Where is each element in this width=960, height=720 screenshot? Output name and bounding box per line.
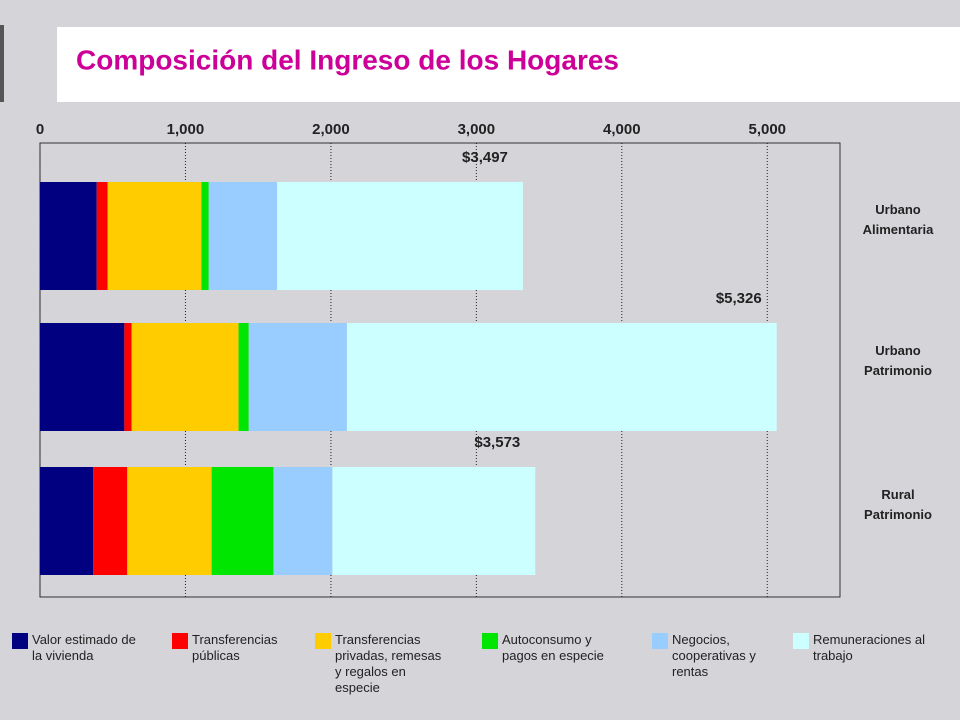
legend-label: Autoconsumo y pagos en especie	[502, 632, 604, 663]
bar-segment	[40, 323, 125, 431]
x-tick-label: 4,000	[603, 121, 641, 138]
legend-swatch	[315, 633, 331, 649]
legend-item: Autoconsumo y pagos en especie	[482, 632, 622, 664]
bar-segment	[96, 182, 108, 290]
category-label: Rural Patrimonio	[864, 487, 932, 522]
legend-swatch	[482, 633, 498, 649]
bar-segment	[238, 323, 249, 431]
legend-label: Transferencias públicas	[192, 632, 278, 663]
legend-label: Transferencias privadas, remesas y regal…	[335, 632, 442, 695]
x-tick-label: 2,000	[312, 121, 350, 138]
x-tick-label: 5,000	[748, 121, 786, 138]
legend-item: Transferencias públicas	[172, 632, 290, 664]
bar-segment	[93, 467, 128, 575]
category-label: Urbano Patrimonio	[864, 343, 932, 378]
bar-segment	[201, 182, 209, 290]
legend-label: Remuneraciones al trabajo	[813, 632, 926, 663]
bar-segment	[277, 182, 523, 290]
total-label: $3,573	[474, 434, 520, 451]
legend-item: Remuneraciones al trabajo	[793, 632, 943, 664]
bar-segment	[131, 323, 239, 431]
category-label: Urbano Alimentaria	[862, 202, 934, 237]
x-tick-label: 3,000	[458, 121, 496, 138]
legend-item: Transferencias privadas, remesas y regal…	[315, 632, 451, 696]
bar-segment	[208, 182, 278, 290]
x-tick-label: 1,000	[167, 121, 205, 138]
legend-swatch	[12, 633, 28, 649]
chart-title: Composición del Ingreso de los Hogares	[76, 44, 619, 75]
title-box	[57, 27, 960, 102]
bar-segment	[211, 467, 274, 575]
bar-segment	[107, 182, 202, 290]
bar-segment	[346, 323, 777, 431]
total-label: $3,497	[462, 149, 508, 166]
legend-label: Negocios, cooperativas y rentas	[672, 632, 756, 679]
legend-item: Negocios, cooperativas y rentas	[652, 632, 770, 680]
x-tick-label: 0	[36, 121, 44, 138]
accent-bar	[0, 25, 4, 102]
legend-label: Valor estimado de la vivienda	[32, 632, 136, 663]
bar-segment	[127, 467, 212, 575]
legend-item: Valor estimado de la vivienda	[12, 632, 142, 664]
bar-segment	[124, 323, 132, 431]
bar-segment	[332, 467, 536, 575]
bar-segment	[248, 323, 347, 431]
total-label: $5,326	[716, 290, 762, 307]
bar-segment	[40, 467, 94, 575]
legend-swatch	[793, 633, 809, 649]
bar-segment	[40, 182, 97, 290]
bar-segment	[273, 467, 333, 575]
legend-swatch	[652, 633, 668, 649]
legend-swatch	[172, 633, 188, 649]
